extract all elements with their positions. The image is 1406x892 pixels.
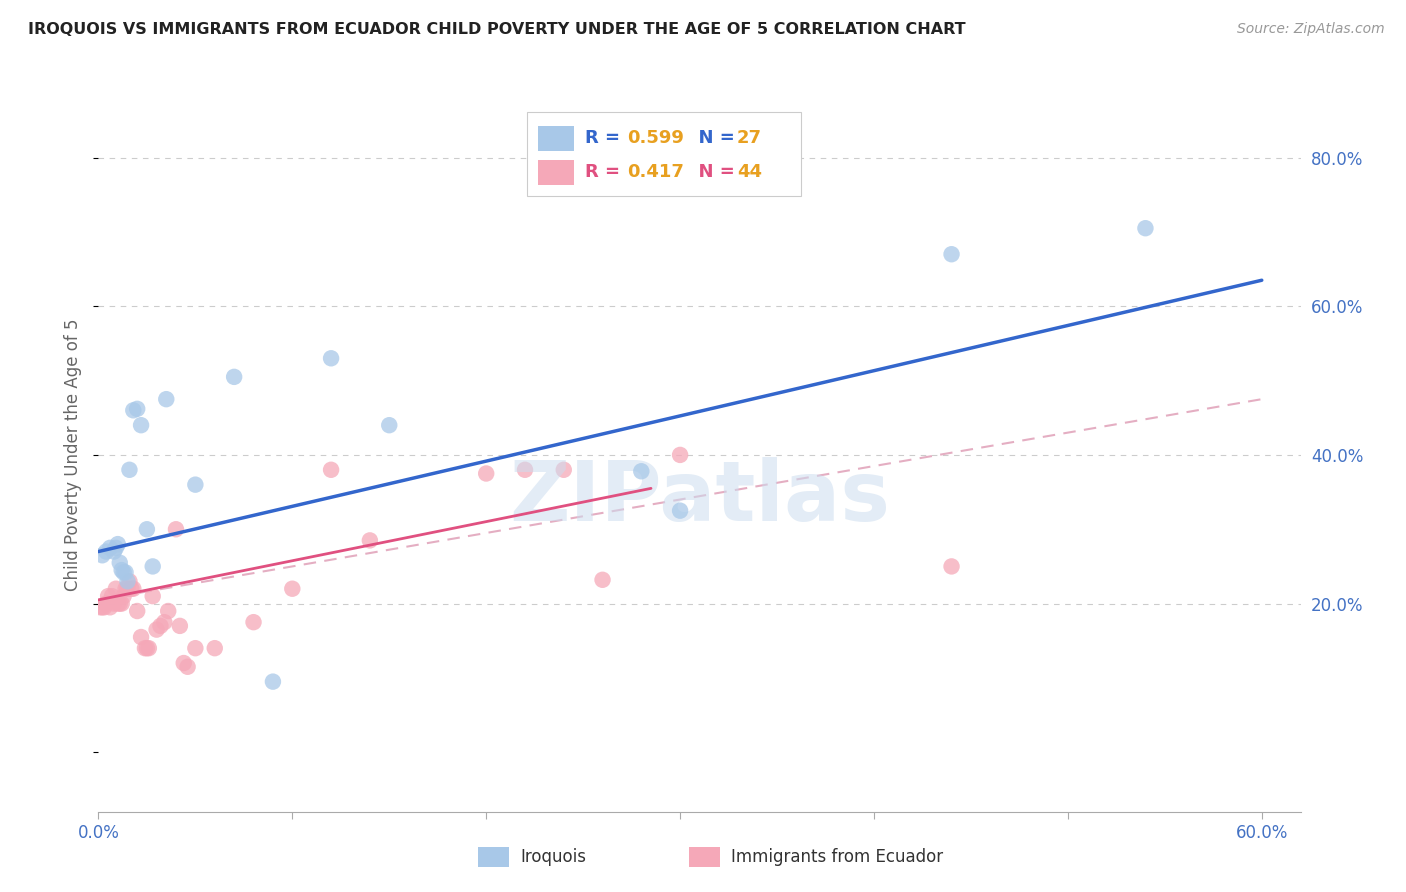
Text: Immigrants from Ecuador: Immigrants from Ecuador	[731, 848, 943, 866]
Point	[165, 522, 187, 536]
Point	[149, 619, 172, 633]
Point	[319, 463, 342, 477]
Point	[114, 582, 136, 596]
Point	[114, 566, 136, 580]
Point	[91, 600, 114, 615]
Text: 44: 44	[737, 163, 762, 181]
Point	[117, 582, 139, 596]
Text: N =: N =	[686, 129, 741, 147]
Point	[630, 464, 652, 478]
Point	[117, 574, 139, 589]
Point	[127, 401, 149, 416]
Point	[120, 582, 142, 596]
Point	[127, 604, 149, 618]
Point	[262, 674, 284, 689]
Text: R =: R =	[585, 129, 626, 147]
Point	[98, 541, 121, 555]
Text: 27: 27	[737, 129, 762, 147]
Point	[138, 641, 160, 656]
Point	[122, 582, 145, 596]
Point	[107, 537, 129, 551]
Point	[93, 600, 115, 615]
Point	[224, 369, 246, 384]
Point	[111, 563, 134, 577]
Point	[96, 544, 118, 558]
Point	[108, 556, 131, 570]
Point	[145, 623, 167, 637]
Point	[513, 463, 536, 477]
Point	[169, 619, 191, 633]
Point	[104, 541, 127, 555]
Point	[142, 589, 165, 603]
Point	[153, 615, 176, 630]
Point	[142, 559, 165, 574]
Point	[103, 544, 125, 558]
Point	[475, 467, 498, 481]
Point	[157, 604, 180, 618]
Point	[112, 566, 135, 580]
Point	[135, 641, 157, 656]
Point	[118, 574, 141, 589]
Point	[184, 477, 207, 491]
Point	[176, 660, 198, 674]
Text: ZIPatlas: ZIPatlas	[509, 458, 890, 538]
Text: Source: ZipAtlas.com: Source: ZipAtlas.com	[1237, 22, 1385, 37]
Point	[359, 533, 381, 548]
Point	[669, 503, 692, 517]
Point	[319, 351, 342, 366]
Point	[669, 448, 692, 462]
Point	[98, 600, 121, 615]
Text: R =: R =	[585, 163, 626, 181]
Point	[103, 597, 125, 611]
Point	[184, 641, 207, 656]
Point	[204, 641, 226, 656]
Point	[101, 589, 124, 603]
Point	[173, 656, 195, 670]
Point	[104, 582, 127, 596]
Point	[89, 600, 111, 615]
Point	[592, 573, 614, 587]
Point	[553, 463, 575, 477]
Point	[129, 418, 152, 433]
Point	[941, 247, 963, 261]
Point	[96, 597, 118, 611]
Point	[91, 548, 114, 563]
Point	[155, 392, 177, 407]
Text: IROQUOIS VS IMMIGRANTS FROM ECUADOR CHILD POVERTY UNDER THE AGE OF 5 CORRELATION: IROQUOIS VS IMMIGRANTS FROM ECUADOR CHIL…	[28, 22, 966, 37]
Text: Iroquois: Iroquois	[520, 848, 586, 866]
Point	[118, 463, 141, 477]
Point	[378, 418, 401, 433]
Point	[108, 597, 131, 611]
Point	[107, 597, 129, 611]
Point	[129, 630, 152, 644]
Point	[281, 582, 304, 596]
Point	[111, 597, 134, 611]
Point	[134, 641, 156, 656]
Point	[122, 403, 145, 417]
Point	[941, 559, 963, 574]
Text: N =: N =	[686, 163, 741, 181]
Text: 0.417: 0.417	[627, 163, 683, 181]
Point	[97, 589, 120, 603]
Y-axis label: Child Poverty Under the Age of 5: Child Poverty Under the Age of 5	[65, 318, 83, 591]
Text: 0.599: 0.599	[627, 129, 683, 147]
Point	[112, 589, 135, 603]
Point	[1135, 221, 1157, 235]
Point	[242, 615, 264, 630]
Point	[135, 522, 157, 536]
